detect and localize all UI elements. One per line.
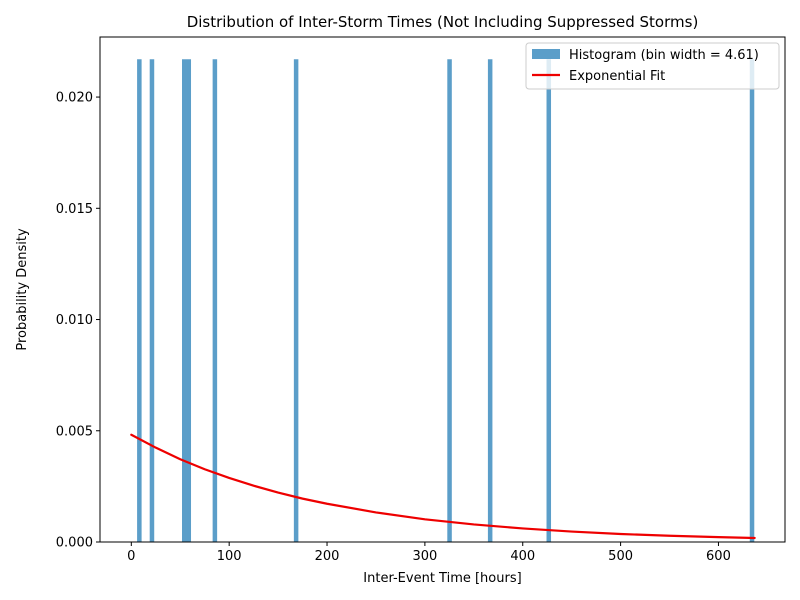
legend-histogram-swatch — [532, 49, 560, 59]
exponential-fit-layer — [130, 433, 756, 540]
histogram-bar — [137, 59, 142, 542]
x-tick-label: 300 — [412, 549, 437, 564]
legend: Histogram (bin width = 4.61) Exponential… — [525, 42, 780, 90]
y-axis-label: Probability Density — [15, 228, 30, 351]
plot-frame — [99, 36, 786, 543]
histogram-bar — [293, 59, 299, 542]
histogram-bar — [447, 59, 452, 542]
y-tick-label: 0.015 — [56, 202, 93, 217]
histogram-bar — [546, 59, 552, 542]
y-tick-label: 0.010 — [56, 313, 93, 328]
histogram-bar — [186, 59, 192, 542]
x-axis-ticks: 0 100 200 300 400 500 600 — [127, 542, 731, 564]
x-tick-label: 100 — [217, 549, 242, 564]
histogram-bar — [212, 59, 218, 542]
x-tick-label: 400 — [510, 549, 535, 564]
histogram-bar — [487, 59, 493, 542]
x-tick-label: 600 — [706, 549, 731, 564]
y-tick-label: 0.020 — [56, 91, 93, 106]
chart-title: Distribution of Inter-Storm Times (Not I… — [187, 13, 699, 31]
y-tick-label: 0.005 — [56, 424, 93, 439]
x-tick-label: 0 — [127, 549, 135, 564]
x-axis-label: Inter-Event Time [hours] — [363, 571, 521, 586]
x-tick-label: 500 — [608, 549, 633, 564]
legend-box — [525, 42, 780, 90]
histogram-bar — [182, 59, 187, 542]
legend-fit-label: Exponential Fit — [569, 69, 665, 84]
y-tick-label: 0.000 — [56, 536, 93, 551]
histogram-bar — [149, 59, 155, 542]
x-tick-label: 200 — [315, 549, 340, 564]
y-axis-ticks: 0.000 0.005 0.010 0.015 0.020 — [56, 91, 100, 551]
exponential-fit-line — [130, 433, 756, 540]
histogram-bars — [137, 59, 755, 542]
histogram-bar — [749, 59, 755, 542]
legend-histogram-label: Histogram (bin width = 4.61) — [569, 48, 759, 63]
